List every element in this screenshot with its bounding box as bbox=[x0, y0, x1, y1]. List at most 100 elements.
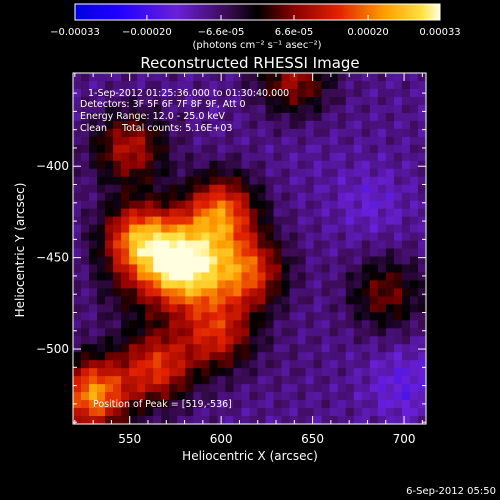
heatmap-cell bbox=[369, 160, 379, 170]
heatmap-cell bbox=[217, 264, 227, 274]
heatmap-cell bbox=[209, 240, 219, 250]
heatmap-cell bbox=[121, 288, 130, 297]
heatmap-cell bbox=[369, 328, 379, 337]
heatmap-cell bbox=[89, 360, 98, 369]
heatmap-cell bbox=[81, 96, 90, 106]
heatmap-cell bbox=[417, 128, 427, 138]
heatmap-cell bbox=[377, 296, 387, 305]
heatmap-cell bbox=[81, 264, 90, 274]
heatmap-cell bbox=[73, 264, 82, 274]
heatmap-cell bbox=[313, 200, 323, 210]
heatmap-cell bbox=[153, 288, 162, 297]
heatmap-cell bbox=[337, 152, 347, 162]
heatmap-cell bbox=[409, 368, 419, 377]
heatmap-cell bbox=[361, 96, 371, 106]
heatmap-cell bbox=[369, 144, 379, 154]
heatmap-cell bbox=[129, 336, 138, 345]
heatmap-cell bbox=[113, 344, 122, 353]
heatmap-cell bbox=[401, 376, 411, 385]
heatmap-cell bbox=[169, 344, 178, 353]
heatmap-cell bbox=[273, 312, 283, 321]
heatmap-cell bbox=[225, 192, 235, 202]
heatmap-cell bbox=[73, 280, 82, 289]
heatmap-cell bbox=[313, 384, 323, 393]
heatmap-cell bbox=[273, 376, 283, 385]
heatmap-cell bbox=[81, 120, 90, 130]
heatmap-cell bbox=[233, 120, 243, 130]
heatmap-cell bbox=[193, 344, 202, 353]
heatmap-cell bbox=[201, 376, 210, 385]
heatmap-cell bbox=[297, 264, 307, 274]
heatmap-cell bbox=[337, 256, 347, 266]
heatmap-cell bbox=[217, 216, 227, 226]
heatmap-cell bbox=[137, 312, 146, 321]
heatmap-cell bbox=[393, 96, 403, 106]
heatmap-cell bbox=[281, 120, 291, 130]
heatmap-cell bbox=[321, 248, 331, 258]
heatmap-cell bbox=[201, 184, 210, 194]
heatmap-cell bbox=[233, 128, 243, 138]
heatmap-cell bbox=[265, 176, 275, 186]
heatmap-cell bbox=[209, 168, 219, 178]
heatmap-cell bbox=[281, 192, 291, 202]
heatmap-cell bbox=[361, 216, 371, 226]
heatmap-cell bbox=[225, 128, 235, 138]
heatmap-cell bbox=[225, 336, 235, 345]
heatmap-cell bbox=[209, 392, 219, 401]
heatmap-cell bbox=[145, 384, 154, 393]
heatmap-cell bbox=[209, 216, 219, 226]
heatmap-cell bbox=[113, 328, 122, 337]
heatmap-cell bbox=[225, 400, 235, 409]
heatmap-cell bbox=[265, 152, 275, 162]
heatmap-cell bbox=[321, 80, 331, 90]
heatmap-cell bbox=[97, 336, 106, 345]
heatmap-cell bbox=[297, 176, 307, 186]
heatmap-cell bbox=[97, 208, 106, 218]
heatmap-cell bbox=[121, 376, 130, 385]
heatmap-cell bbox=[257, 184, 267, 194]
heatmap-cell bbox=[305, 392, 315, 401]
colorbar-ticks: −0.00033 −0.00020 −6.6e-05 6.6e-05 0.00020 0.… bbox=[50, 15, 461, 38]
heatmap-cell bbox=[257, 416, 267, 425]
heatmap-cell bbox=[121, 272, 130, 282]
heatmap-cell bbox=[193, 128, 202, 138]
heatmap-cell bbox=[265, 320, 275, 329]
heatmap-cell bbox=[233, 232, 243, 242]
heatmap-cell bbox=[369, 344, 379, 353]
heatmap-cell bbox=[153, 128, 162, 138]
heatmap-cell bbox=[353, 136, 363, 146]
heatmap-cell bbox=[121, 216, 130, 226]
heatmap-cell bbox=[73, 232, 82, 242]
heatmap-cell bbox=[177, 208, 186, 218]
heatmap-cell bbox=[369, 80, 379, 90]
heatmap-cell bbox=[369, 360, 379, 369]
heatmap-cell bbox=[233, 264, 243, 274]
heatmap-cell bbox=[113, 128, 122, 138]
heatmap-cell bbox=[305, 272, 315, 282]
heatmap-cell bbox=[393, 264, 403, 274]
heatmap-cell bbox=[137, 128, 146, 138]
heatmap-cell bbox=[113, 376, 122, 385]
heatmap-cell bbox=[289, 144, 299, 154]
heatmap-cell bbox=[177, 224, 186, 234]
colorbar-tick-label: −0.00033 bbox=[50, 27, 100, 38]
heatmap-cell bbox=[281, 272, 291, 282]
heatmap-cell bbox=[177, 408, 186, 417]
heatmap-cell bbox=[337, 296, 347, 305]
heatmap-cell bbox=[73, 224, 82, 234]
heatmap-cell bbox=[209, 344, 219, 353]
heatmap-cell bbox=[185, 232, 194, 242]
heatmap-cell bbox=[97, 152, 106, 162]
heatmap-cell bbox=[337, 288, 347, 297]
heatmap-cell bbox=[337, 224, 347, 234]
heatmap-cell bbox=[249, 280, 259, 289]
heatmap-cell bbox=[169, 376, 178, 385]
heatmap-cell bbox=[273, 320, 283, 329]
heatmap-cell bbox=[345, 128, 355, 138]
heatmap-cell bbox=[161, 392, 170, 401]
heatmap-cell bbox=[345, 120, 355, 130]
heatmap-cell bbox=[289, 296, 299, 305]
heatmap-cell bbox=[81, 184, 90, 194]
heatmap-cell bbox=[169, 128, 178, 138]
heatmap-cell bbox=[217, 408, 227, 417]
